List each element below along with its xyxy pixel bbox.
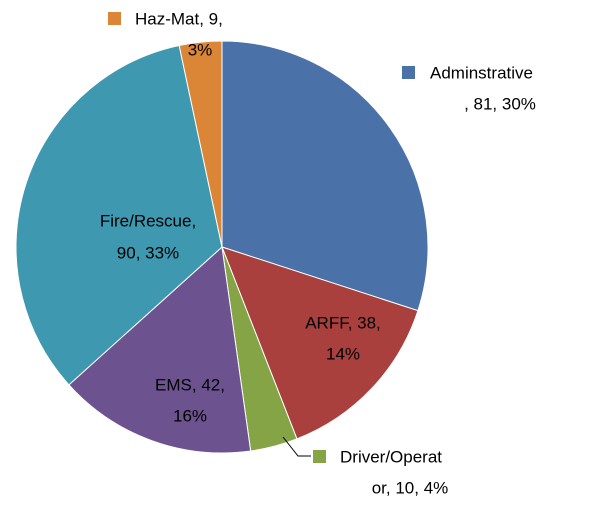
pie-slice xyxy=(68,245,252,454)
pie-slice xyxy=(15,44,223,386)
data-label: , 81, 30% xyxy=(464,94,536,113)
data-label: ARFF, 38, xyxy=(305,313,381,332)
pie-slice xyxy=(178,40,223,248)
data-label: Fire/Rescue, xyxy=(100,211,196,230)
leader-line xyxy=(282,436,311,457)
data-label: Driver/Operat xyxy=(340,447,442,466)
data-label: EMS, 42, xyxy=(155,375,225,394)
label-marker xyxy=(313,450,326,463)
data-label: 3% xyxy=(188,40,213,59)
label-marker xyxy=(108,12,121,25)
pie-slice xyxy=(221,40,429,312)
data-label: or, 10, 4% xyxy=(372,478,449,497)
label-marker xyxy=(402,66,415,79)
data-label: 16% xyxy=(173,406,207,425)
data-label: 14% xyxy=(326,344,360,363)
data-label: Adminstrative xyxy=(430,63,533,82)
pie-slice xyxy=(221,246,419,440)
data-label: Haz-Mat, 9, xyxy=(135,9,223,28)
data-label: 90, 33% xyxy=(117,243,179,262)
